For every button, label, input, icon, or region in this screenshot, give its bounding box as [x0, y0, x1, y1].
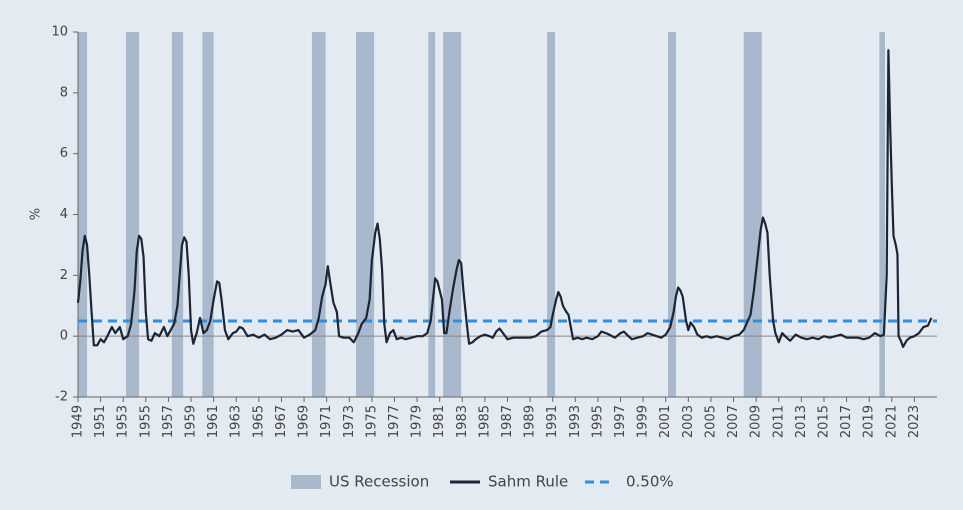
x-tick-label: 2021	[884, 405, 899, 438]
x-tick-label: 1957	[161, 405, 176, 438]
x-tick-label: 2005	[703, 405, 718, 438]
x-tick-label: 1991	[545, 405, 560, 438]
x-tick-label: 1987	[500, 405, 515, 438]
recession-band	[171, 32, 184, 397]
recession-band	[78, 32, 88, 397]
y-axis-label: %	[29, 208, 44, 220]
recession-band	[547, 32, 555, 397]
x-tick-label: 1959	[184, 405, 199, 438]
x-tick-label: 1975	[364, 405, 379, 438]
recession-band	[667, 32, 676, 397]
x-tick-label: 1995	[590, 405, 605, 438]
legend-swatch	[291, 475, 321, 489]
x-tick-label: 1983	[455, 405, 470, 438]
recession-band	[743, 32, 762, 397]
y-tick-label: -2	[55, 390, 68, 405]
x-tick-label: 1971	[319, 405, 334, 438]
x-tick-label: 2023	[907, 405, 922, 438]
x-tick-label: 1973	[342, 405, 357, 438]
x-tick-label: 1961	[206, 405, 221, 438]
x-tick-label: 1949	[71, 405, 86, 438]
x-tick-label: 2007	[726, 405, 741, 438]
x-tick-label: 2011	[771, 405, 786, 438]
y-tick-label: 0	[60, 329, 68, 344]
x-tick-label: 1951	[93, 405, 108, 438]
legend-label: 0.50%	[626, 473, 674, 491]
data-line	[76, 49, 933, 348]
x-tick-label: 2013	[794, 405, 809, 438]
x-tick-label: 1955	[138, 405, 153, 438]
y-tick-label: 4	[60, 207, 68, 222]
x-tick-label: 1989	[523, 405, 538, 438]
recession-band	[126, 32, 140, 397]
x-tick-label: 1953	[116, 405, 131, 438]
x-tick-label: 2015	[816, 405, 831, 438]
recession-band	[202, 32, 214, 397]
x-tick-label: 1969	[297, 405, 312, 438]
x-tick-label: 1967	[274, 405, 289, 438]
x-tick-label: 1977	[387, 405, 402, 438]
recession-band	[356, 32, 375, 397]
recession-band	[311, 32, 326, 397]
x-tick-label: 1963	[229, 405, 244, 438]
x-tick-label: 1999	[636, 405, 651, 438]
x-tick-label: 1997	[613, 405, 628, 438]
x-tick-label: 1985	[477, 405, 492, 438]
x-tick-label: 1965	[251, 405, 266, 438]
y-tick-label: 10	[51, 25, 68, 40]
x-tick-label: 2001	[658, 405, 673, 438]
recession-band	[443, 32, 462, 397]
y-tick-label: 8	[60, 85, 68, 100]
recession-band	[428, 32, 436, 397]
y-tick-label: 2	[60, 268, 68, 283]
x-tick-label: 2017	[839, 405, 854, 438]
x-tick-label: 2003	[681, 405, 696, 438]
recession-band	[879, 32, 886, 397]
x-tick-label: 2009	[749, 405, 764, 438]
x-tick-label: 2019	[862, 405, 877, 438]
y-tick-label: 6	[60, 146, 68, 161]
x-tick-label: 1981	[432, 405, 447, 438]
x-tick-label: 1979	[410, 405, 425, 438]
legend-label: US Recession	[329, 473, 429, 491]
x-tick-label: 1993	[568, 405, 583, 438]
legend-label: Sahm Rule	[488, 473, 568, 491]
